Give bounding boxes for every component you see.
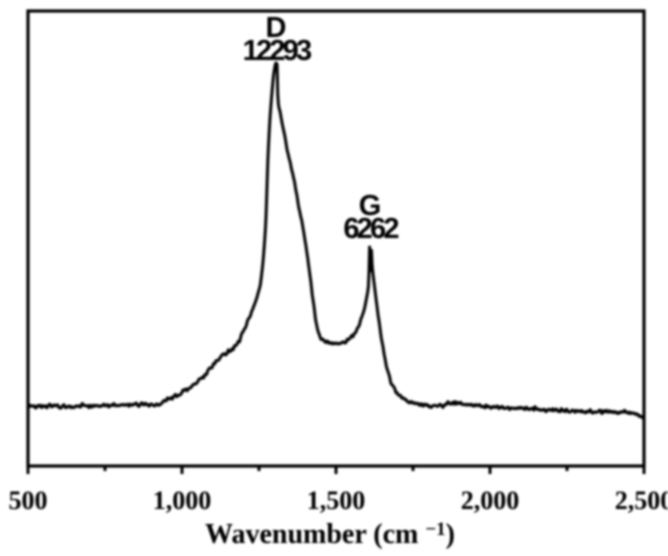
svg-text:12293: 12293 [243,35,312,67]
svg-text:500: 500 [9,486,48,515]
svg-text:2,000: 2,000 [461,486,520,515]
svg-text:Wavenumber (cm −1): Wavenumber (cm −1) [205,519,455,550]
svg-text:6262: 6262 [343,213,398,245]
svg-text:2,500: 2,500 [615,486,668,515]
svg-text:1,500: 1,500 [307,486,366,515]
svg-text:1,000: 1,000 [153,486,212,515]
